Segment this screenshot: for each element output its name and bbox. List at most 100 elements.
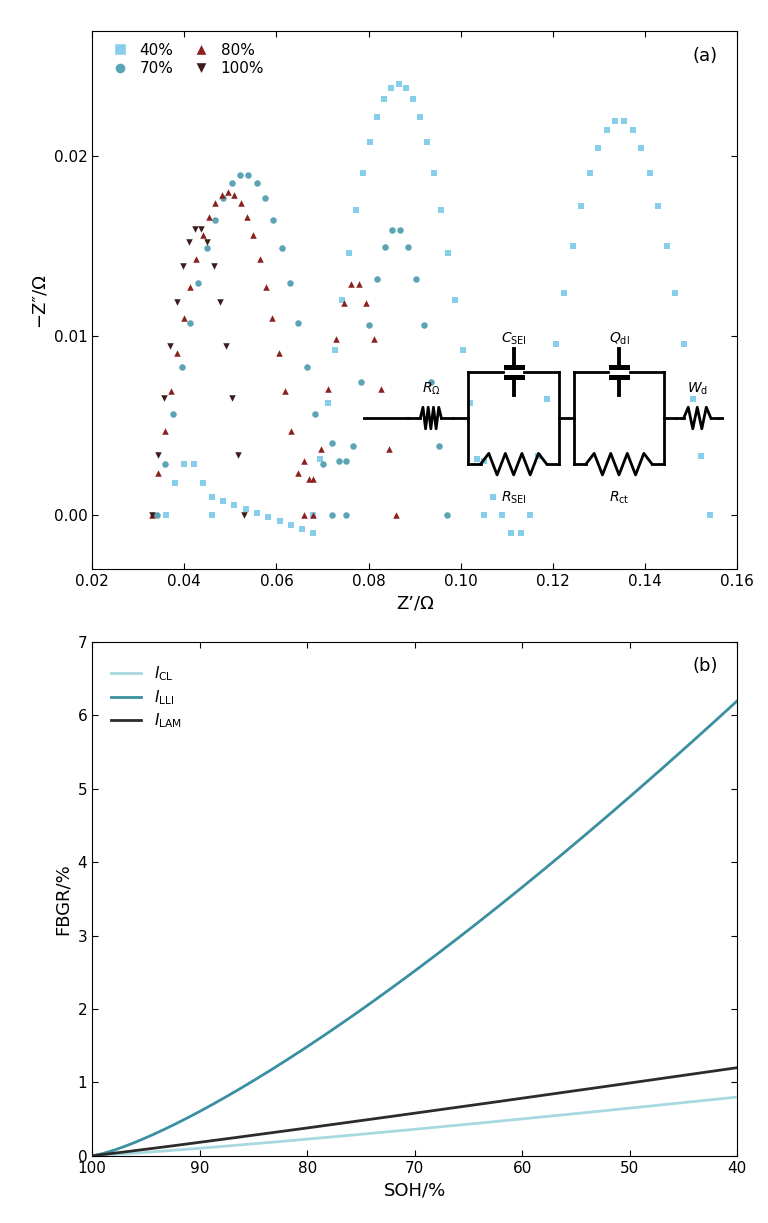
- Point: [300, 357, 313, 377]
- Point: [298, 451, 310, 471]
- Point: [505, 523, 518, 543]
- Point: [592, 138, 604, 158]
- Point: [259, 188, 271, 208]
- Point: [441, 505, 453, 525]
- Point: [214, 292, 226, 312]
- Point: [228, 495, 240, 515]
- Point: [303, 470, 315, 489]
- Point: [442, 243, 455, 263]
- Point: [584, 164, 596, 183]
- Point: [478, 451, 490, 471]
- Point: [203, 207, 215, 226]
- Point: [402, 237, 414, 257]
- Point: [326, 433, 338, 453]
- Point: [228, 185, 240, 204]
- Point: [292, 464, 304, 483]
- Point: [558, 283, 571, 302]
- Point: [201, 232, 214, 252]
- Y-axis label: −Z″/Ω: −Z″/Ω: [30, 273, 48, 327]
- Point: [394, 220, 406, 240]
- Point: [371, 269, 383, 289]
- Point: [247, 225, 260, 245]
- Point: [350, 201, 362, 220]
- Point: [195, 220, 207, 240]
- Point: [326, 505, 338, 525]
- Point: [371, 108, 383, 127]
- Point: [392, 75, 405, 94]
- Point: [253, 249, 266, 269]
- Point: [187, 454, 200, 473]
- Point: [178, 454, 190, 473]
- Point: [347, 437, 359, 456]
- Point: [618, 111, 631, 131]
- Point: [407, 89, 419, 109]
- Point: [169, 473, 181, 493]
- Point: [240, 499, 252, 519]
- Point: [364, 132, 376, 152]
- Point: [309, 405, 321, 424]
- X-axis label: Z’/Ω: Z’/Ω: [396, 594, 434, 613]
- Point: [541, 389, 553, 408]
- Point: [206, 487, 218, 506]
- Point: [165, 382, 177, 401]
- Point: [177, 308, 190, 328]
- Point: [687, 389, 699, 408]
- Point: [160, 505, 172, 525]
- Point: [171, 344, 184, 363]
- Point: [703, 505, 716, 525]
- Point: [307, 523, 319, 543]
- Point: [167, 405, 180, 424]
- Point: [238, 505, 250, 525]
- Point: [627, 120, 639, 139]
- Point: [463, 394, 475, 413]
- Point: [184, 313, 196, 333]
- Point: [644, 164, 656, 183]
- Point: [386, 78, 398, 98]
- Point: [362, 314, 375, 334]
- Point: [390, 505, 402, 525]
- Point: [575, 197, 588, 216]
- Point: [549, 334, 561, 353]
- Point: [433, 437, 445, 456]
- Point: [222, 182, 234, 202]
- Point: [567, 237, 579, 257]
- Point: [176, 357, 188, 377]
- Point: [273, 511, 286, 531]
- Point: [524, 505, 536, 525]
- Point: [353, 274, 365, 294]
- Point: [284, 273, 296, 292]
- Point: [159, 454, 171, 473]
- Point: [298, 505, 310, 525]
- Point: [375, 379, 387, 399]
- Point: [339, 505, 352, 525]
- Point: [177, 257, 189, 276]
- Point: [414, 108, 426, 127]
- Point: [425, 372, 438, 391]
- Point: [197, 225, 209, 245]
- Point: [207, 257, 220, 276]
- Point: [329, 329, 342, 349]
- Point: [170, 292, 183, 312]
- Point: [242, 165, 254, 185]
- Point: [399, 78, 412, 98]
- Point: [241, 207, 253, 226]
- Point: [368, 329, 380, 349]
- Point: [293, 313, 305, 333]
- Legend: $I_\mathrm{CL}$, $I_\mathrm{LLI}$, $I_\mathrm{LAM}$: $I_\mathrm{CL}$, $I_\mathrm{LLI}$, $I_\m…: [106, 660, 186, 735]
- Point: [217, 188, 230, 208]
- Point: [209, 193, 221, 213]
- Point: [336, 290, 348, 309]
- Point: [197, 473, 209, 493]
- Point: [158, 389, 170, 408]
- Point: [307, 505, 319, 525]
- Point: [635, 138, 647, 158]
- Point: [200, 238, 213, 258]
- Legend: 40%, 70%, 80%, 100%: 40%, 70%, 80%, 100%: [100, 38, 269, 81]
- Point: [273, 344, 285, 363]
- Point: [345, 274, 357, 294]
- Point: [286, 422, 298, 442]
- Point: [378, 89, 390, 109]
- Point: [524, 505, 536, 525]
- Point: [609, 111, 621, 131]
- Point: [449, 290, 462, 309]
